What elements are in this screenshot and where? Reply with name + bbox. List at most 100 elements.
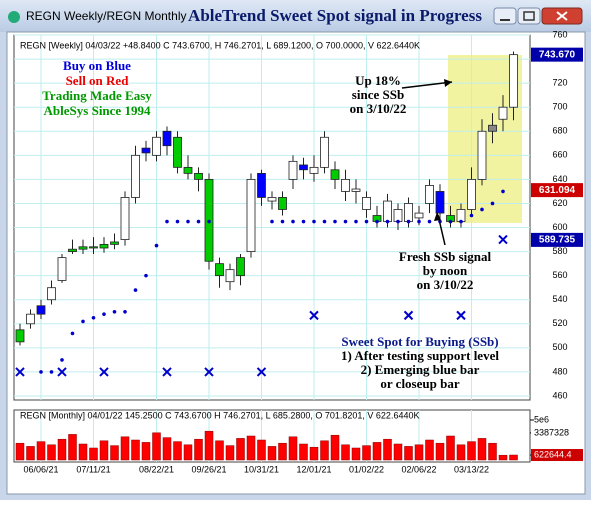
support-dot bbox=[427, 219, 432, 224]
volume-bar bbox=[131, 439, 140, 461]
support-dot bbox=[175, 219, 180, 224]
y-tick-label: 700 bbox=[552, 102, 567, 112]
volume-bar bbox=[288, 436, 298, 461]
candle-body bbox=[509, 54, 518, 108]
candle-body bbox=[89, 246, 98, 249]
support-dot bbox=[490, 201, 495, 206]
x-tick-label: 06/06/21 bbox=[23, 464, 58, 474]
support-dot bbox=[333, 219, 337, 224]
volume-bar bbox=[435, 442, 445, 461]
candle-body bbox=[99, 243, 109, 249]
annotation: Up 18% bbox=[355, 73, 401, 88]
volume-bar bbox=[246, 435, 256, 461]
y-tick-label: 640 bbox=[552, 174, 567, 184]
candle-body bbox=[362, 197, 371, 210]
candle-body bbox=[456, 209, 466, 222]
candle-body bbox=[488, 124, 497, 132]
x-tick-label: 03/13/22 bbox=[454, 464, 489, 474]
minimize-button[interactable] bbox=[493, 7, 517, 25]
candle-body bbox=[152, 136, 161, 156]
window-buttons bbox=[493, 7, 583, 25]
candle-body bbox=[351, 188, 361, 192]
volume-bar bbox=[183, 444, 193, 461]
signal-marker bbox=[456, 310, 466, 321]
volume-bar bbox=[267, 446, 277, 461]
x-tick-label: 07/11/21 bbox=[76, 464, 110, 474]
candle-body bbox=[15, 329, 25, 343]
candle-body bbox=[246, 178, 256, 252]
x-tick-label: 01/02/22 bbox=[349, 464, 384, 474]
header: REGN [Weekly] 04/03/22 +48.8400 C 743.67… bbox=[20, 40, 420, 50]
annotation: on 3/10/22 bbox=[417, 277, 474, 292]
support-dot bbox=[186, 219, 190, 224]
volume-bar bbox=[425, 439, 434, 461]
candle-body bbox=[47, 287, 56, 301]
candle-body bbox=[162, 130, 172, 147]
volume-bar bbox=[225, 445, 235, 461]
support-dot bbox=[375, 219, 379, 224]
candle-body bbox=[299, 164, 308, 171]
y-tick-label: 540 bbox=[552, 294, 567, 304]
x-tick-label: 09/26/21 bbox=[191, 464, 226, 474]
volume-bar bbox=[477, 438, 487, 461]
candle-body bbox=[120, 197, 130, 240]
price-tag bbox=[531, 183, 583, 198]
support-dot bbox=[417, 219, 421, 224]
candle-body bbox=[404, 203, 413, 222]
support-dot bbox=[70, 331, 75, 336]
annotation: since SSb bbox=[352, 87, 404, 102]
candle-body bbox=[173, 136, 182, 168]
y-tick-label: 500 bbox=[552, 342, 567, 352]
candle-body bbox=[278, 197, 287, 210]
annotation: 2) Emerging blue bar bbox=[361, 362, 480, 377]
app-icon bbox=[8, 11, 20, 23]
volume-bar bbox=[110, 445, 119, 461]
support-dot bbox=[39, 370, 43, 374]
volume-bar bbox=[509, 454, 518, 461]
volume-tag bbox=[531, 426, 583, 439]
support-dot bbox=[385, 219, 390, 224]
candle-body bbox=[341, 178, 350, 192]
support-dot bbox=[469, 213, 474, 218]
signal-marker bbox=[256, 367, 267, 377]
support-dot bbox=[112, 309, 117, 314]
maximize-button[interactable] bbox=[517, 7, 541, 25]
candle-body bbox=[414, 212, 424, 219]
volume-bar bbox=[456, 444, 466, 461]
candle-body bbox=[467, 178, 476, 210]
annotation: or closeup bar bbox=[380, 376, 459, 391]
y-tick-label: 560 bbox=[552, 270, 567, 280]
annotation: Fresh SSb signal bbox=[399, 249, 492, 264]
volume-bar bbox=[173, 441, 182, 461]
arrow-head bbox=[434, 212, 441, 221]
volume-bar bbox=[299, 443, 308, 461]
legend-line: Sell on Red bbox=[66, 73, 130, 88]
volume-bar bbox=[446, 435, 455, 461]
candle-body bbox=[393, 209, 403, 222]
support-dot bbox=[154, 243, 159, 248]
support-dot bbox=[322, 219, 327, 224]
candle-body bbox=[26, 313, 35, 325]
candle-body bbox=[110, 241, 119, 245]
y-tick-label: 680 bbox=[552, 126, 567, 136]
signal-marker bbox=[57, 367, 67, 377]
annotation: 1) After testing support level bbox=[341, 348, 499, 363]
candle-body bbox=[68, 248, 77, 252]
support-dot bbox=[312, 219, 316, 224]
support-dot bbox=[60, 358, 64, 362]
support-dot bbox=[301, 219, 306, 224]
signal-marker bbox=[204, 367, 214, 377]
volume-bar bbox=[15, 442, 25, 461]
candle-body bbox=[330, 169, 340, 180]
candle-body bbox=[183, 166, 193, 174]
arrow-head bbox=[444, 79, 452, 87]
y-tick-label: 600 bbox=[552, 222, 567, 232]
candle-body bbox=[257, 172, 266, 198]
legend-line: Trading Made Easy bbox=[42, 88, 152, 103]
volume-bar bbox=[194, 438, 203, 461]
price-tag bbox=[531, 47, 583, 62]
candle-body bbox=[383, 200, 392, 222]
candle-body bbox=[57, 257, 67, 281]
